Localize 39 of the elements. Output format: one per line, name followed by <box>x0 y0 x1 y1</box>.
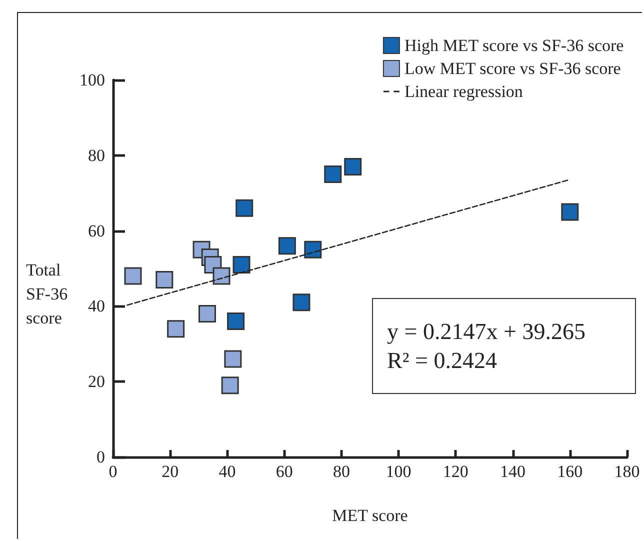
x-tick-label: 80 <box>332 462 350 481</box>
point <box>227 312 245 330</box>
point <box>278 237 296 255</box>
x-tick-label: 120 <box>442 462 468 481</box>
x-tick-label: 40 <box>218 462 236 481</box>
point <box>324 166 342 183</box>
y-tick-label: 80 <box>88 146 105 165</box>
point <box>561 203 579 221</box>
point <box>198 304 216 322</box>
y-tick-label: 60 <box>88 221 105 240</box>
point <box>212 267 230 285</box>
legend-label: Low MET score vs SF-36 score <box>404 59 621 78</box>
x-tick-label: 100 <box>386 462 412 481</box>
x-tick-label: 140 <box>500 462 526 481</box>
point <box>224 350 242 368</box>
x-tick-label: 0 <box>108 462 118 481</box>
y-tick-label: 20 <box>88 372 105 392</box>
x-tick-label: 20 <box>162 462 179 481</box>
y-tick-label: 0 <box>96 448 105 466</box>
point <box>124 267 142 285</box>
y-tick-label: 40 <box>88 296 105 316</box>
point <box>304 240 322 258</box>
point <box>236 199 254 217</box>
y-axis-title: Total SF-36 score <box>26 260 68 328</box>
point <box>232 256 250 274</box>
legend-label: Linear regression <box>404 82 524 101</box>
legend-label: High MET score vs SF-36 score <box>404 36 624 55</box>
point <box>292 294 310 312</box>
x-tick-label: 60 <box>276 462 293 481</box>
annotation: R² = 0.2424 <box>387 347 498 375</box>
point <box>221 376 239 394</box>
x-tick-label: 160 <box>557 462 583 481</box>
x-axis-title: MET score <box>332 506 408 525</box>
point <box>156 271 174 289</box>
point <box>344 158 362 176</box>
x-tick-label: 180 <box>614 462 640 481</box>
point <box>167 320 185 338</box>
annotation: y = 0.2147x + 39.265 <box>387 318 586 346</box>
y-tick-label: 100 <box>80 70 105 90</box>
